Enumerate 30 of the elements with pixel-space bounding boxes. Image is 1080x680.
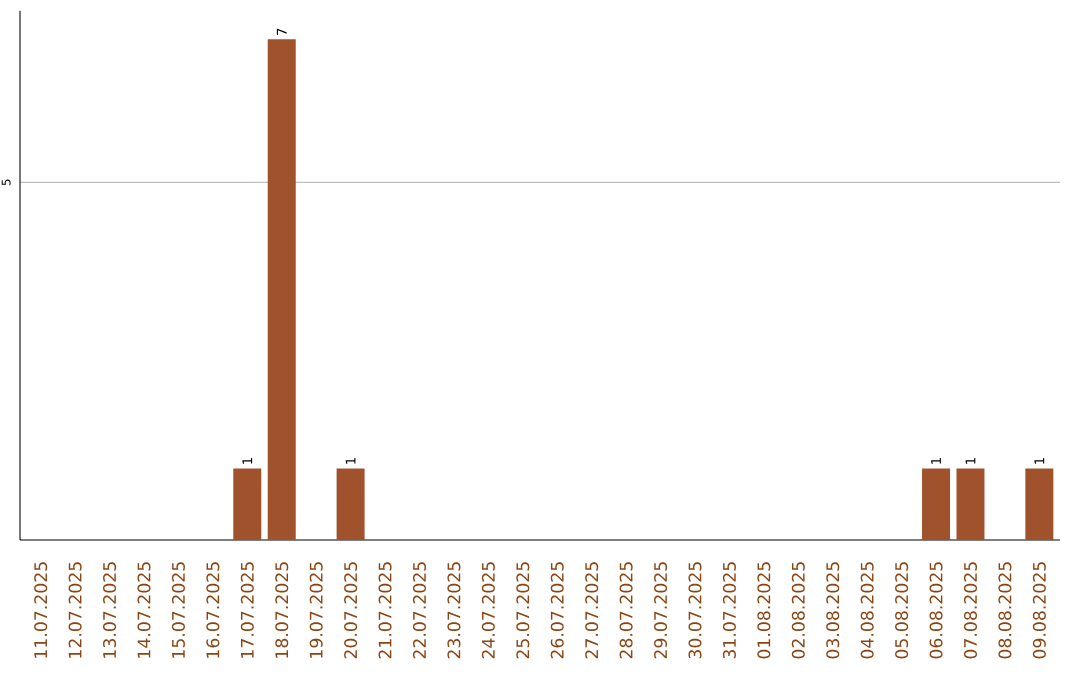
x-tick-label: 01.08.2025 — [757, 562, 771, 659]
x-tick-label: 18.07.2025 — [275, 562, 289, 658]
x-tick-label: 11.07.2025 — [34, 562, 48, 658]
x-tick-label: 26.07.2025 — [550, 562, 564, 659]
x-tick-label: 12.07.2025 — [68, 562, 82, 658]
x-tick-label: 19.07.2025 — [309, 562, 323, 658]
x-tick-label: 17.07.2025 — [240, 562, 254, 658]
x-tick-label: 30.07.2025 — [688, 562, 702, 659]
x-tick-label: 29.07.2025 — [654, 562, 668, 659]
x-tick-label: 22.07.2025 — [412, 562, 427, 659]
x-tick-label: 21.07.2025 — [378, 562, 392, 659]
x-tick-label: 06.08.2025 — [929, 562, 943, 659]
x-tick-label: 28.07.2025 — [619, 562, 633, 659]
x-tick-label: 05.08.2025 — [895, 562, 909, 659]
x-tick-label: 03.08.2025 — [826, 562, 840, 659]
x-tick-label: 09.08.2025 — [1032, 562, 1046, 659]
x-tick-label: 16.07.2025 — [206, 562, 220, 658]
x-tick-label: 27.07.2025 — [585, 562, 599, 659]
x-tick-label: 31.07.2025 — [722, 562, 736, 659]
x-tick-label: 13.07.2025 — [103, 562, 117, 658]
x-tick-label: 15.07.2025 — [171, 562, 185, 658]
x-tick-label: 04.08.2025 — [860, 562, 874, 659]
x-tick-label: 02.08.2025 — [791, 562, 805, 659]
x-tick-label: 24.07.2025 — [481, 562, 495, 659]
x-tick-label: 20.07.2025 — [344, 562, 358, 659]
x-tick-label: 14.07.2025 — [137, 562, 151, 658]
x-tick-label: 25.07.2025 — [516, 562, 530, 659]
x-tick-label: 23.07.2025 — [447, 562, 461, 659]
x-tick-label: 07.08.2025 — [963, 562, 978, 659]
x-tick-label: 08.08.2025 — [998, 562, 1012, 659]
